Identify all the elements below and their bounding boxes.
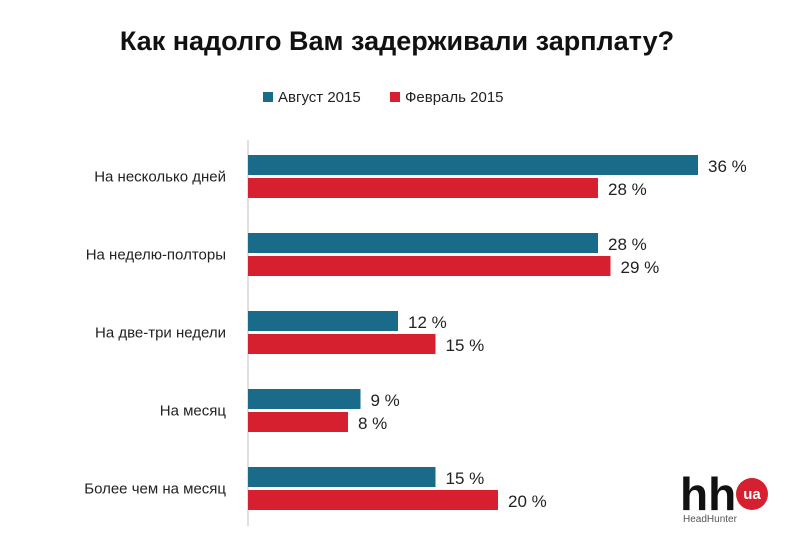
category-label: На месяц (160, 403, 227, 420)
value-label: 8 % (358, 414, 387, 433)
value-label: 9 % (371, 391, 400, 410)
bar-august-0 (248, 155, 698, 175)
logo-hh-text: hh (680, 468, 736, 520)
legend-swatch-february (390, 92, 400, 102)
bar-february-3 (248, 412, 348, 432)
legend-label-february: Февраль 2015 (405, 89, 504, 106)
value-label: 28 % (608, 180, 647, 199)
legend-label-august: Август 2015 (278, 89, 361, 106)
headhunter-logo: hh ua HeadHunter (680, 468, 768, 525)
bar-february-0 (248, 178, 598, 198)
value-label: 36 % (708, 157, 747, 176)
bar-august-3 (248, 389, 361, 409)
bar-august-4 (248, 467, 436, 487)
logo-ua-text: ua (743, 486, 761, 503)
category-label: На две-три недели (95, 325, 226, 342)
value-label: 12 % (408, 313, 447, 332)
bar-february-4 (248, 490, 498, 510)
bar-august-1 (248, 233, 598, 253)
category-label: Более чем на месяц (84, 481, 226, 498)
category-label: На неделю-полторы (86, 247, 226, 264)
value-label: 15 % (446, 336, 485, 355)
bars (248, 155, 698, 510)
bar-february-1 (248, 256, 611, 276)
value-label: 29 % (621, 258, 660, 277)
legend: Август 2015 Февраль 2015 (263, 89, 504, 106)
bar-august-2 (248, 311, 398, 331)
value-labels: 36 % 28 % 28 % 29 % 12 % 15 % 9 % 8 % 15 % 20 % (358, 157, 747, 511)
category-labels: На несколько дней На неделю-полторы На две… (84, 169, 226, 498)
category-label: На несколько дней (94, 169, 226, 186)
legend-swatch-august (263, 92, 273, 102)
value-label: 20 % (508, 492, 547, 511)
bar-february-2 (248, 334, 436, 354)
value-label: 15 % (446, 469, 485, 488)
logo-ua-badge (736, 478, 768, 510)
chart-title: Как надолго Вам задерживали зарплату? (120, 26, 674, 56)
value-label: 28 % (608, 235, 647, 254)
logo-subtitle: HeadHunter (683, 514, 738, 525)
